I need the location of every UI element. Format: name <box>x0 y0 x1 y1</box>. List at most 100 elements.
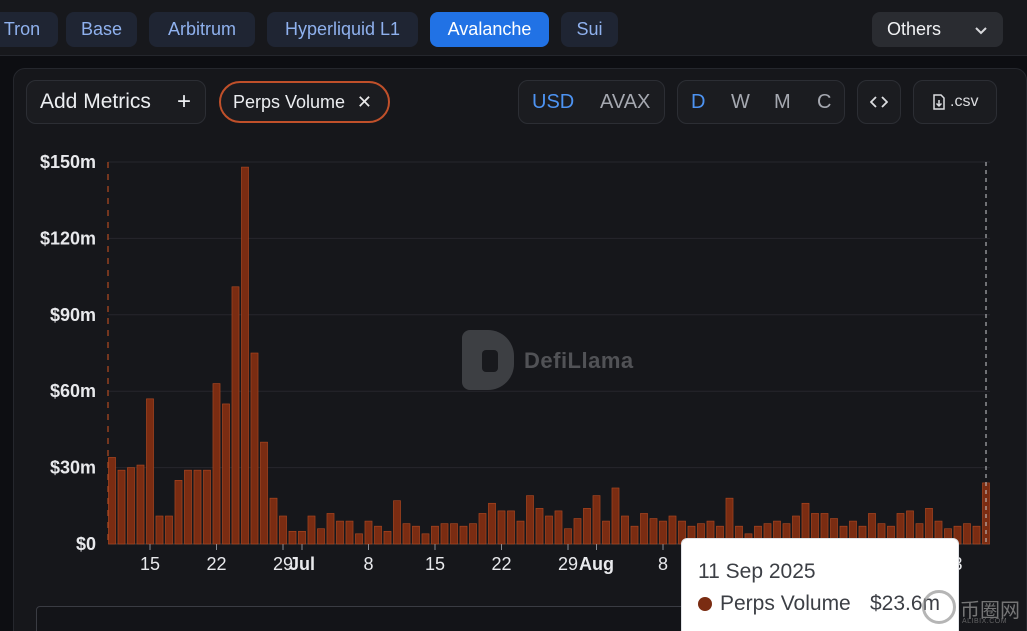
close-icon[interactable]: ✕ <box>356 92 372 112</box>
bar <box>269 497 278 545</box>
chain-tab-tron[interactable]: Tron <box>0 12 58 47</box>
currency-toggle: USD AVAX <box>518 80 665 124</box>
x-tick-label: 8 <box>363 554 373 574</box>
bar <box>203 469 211 545</box>
bar <box>127 467 135 545</box>
bar <box>649 518 658 545</box>
bar <box>478 513 487 545</box>
bar <box>155 515 164 545</box>
bar <box>136 464 145 545</box>
interval-week[interactable]: W <box>731 91 750 113</box>
x-tick-label: 29 <box>273 554 293 574</box>
chain-tab-avalanche[interactable]: Avalanche <box>430 12 549 47</box>
bar <box>516 520 525 545</box>
y-tick-label: $150m <box>40 152 96 172</box>
bar <box>364 520 373 545</box>
csv-download-button[interactable]: .csv <box>913 80 997 124</box>
defillama-watermark: DefiLlama <box>462 330 652 392</box>
download-file-icon <box>932 93 950 110</box>
bar <box>326 513 335 545</box>
interval-cumulative[interactable]: C <box>817 91 832 113</box>
metric-chip-perps-volume[interactable]: Perps Volume ✕ <box>219 81 390 123</box>
bar <box>602 520 610 545</box>
llama-logo-icon <box>462 330 514 390</box>
bar <box>298 530 306 545</box>
code-icon <box>869 93 889 110</box>
bar <box>402 523 411 545</box>
bar <box>497 510 506 545</box>
bar <box>412 525 420 545</box>
bar <box>250 352 259 545</box>
chain-tab-base[interactable]: Base <box>66 12 137 47</box>
bar <box>963 523 971 545</box>
x-tick-label: 15 <box>140 554 160 574</box>
y-tick-label: $0 <box>76 534 96 554</box>
x-tick-label: 29 <box>558 554 578 574</box>
x-tick-label: 8 <box>658 554 668 574</box>
bar <box>222 403 230 545</box>
x-tick-label: 15 <box>425 554 445 574</box>
interval-toggle: D W M C <box>677 80 845 124</box>
chain-tab-sui[interactable]: Sui <box>561 12 618 47</box>
bar <box>174 480 183 545</box>
chevron-down-icon <box>975 12 987 47</box>
bar <box>374 525 382 545</box>
bar <box>459 525 468 545</box>
bar <box>573 518 582 545</box>
bar <box>507 510 515 545</box>
bar <box>212 383 221 545</box>
x-tick-label: 22 <box>206 554 226 574</box>
bar <box>535 508 544 545</box>
others-label: Others <box>887 19 942 39</box>
add-metrics-label: Add Metrics <box>40 90 151 113</box>
bar <box>345 520 354 545</box>
embed-button[interactable] <box>857 80 901 124</box>
bar <box>469 523 477 545</box>
bar <box>383 530 392 545</box>
bar <box>583 508 591 545</box>
bar <box>488 502 496 545</box>
chain-tab-hyperliquid[interactable]: Hyperliquid L1 <box>267 12 418 47</box>
watermark-brand: DefiLlama <box>524 348 634 373</box>
interval-day[interactable]: D <box>691 91 706 113</box>
x-tick-label: Aug <box>579 554 614 574</box>
bar <box>355 533 363 545</box>
range-selector[interactable] <box>36 606 686 631</box>
stamp-subtext: ALIBIX.COM <box>962 618 1008 625</box>
add-metrics-button[interactable]: Add Metrics + <box>26 80 206 124</box>
bar <box>554 510 563 545</box>
others-dropdown[interactable]: Others <box>872 12 1003 47</box>
bar <box>307 515 316 545</box>
bar <box>231 286 240 545</box>
bar <box>108 457 116 545</box>
y-tick-label: $30m <box>50 458 96 478</box>
bar <box>659 520 667 545</box>
bar <box>640 513 648 545</box>
x-tick-label: Jul <box>289 554 315 574</box>
bar <box>668 515 677 545</box>
chain-tab-bar: Tron Base Arbitrum Hyperliquid L1 Avalan… <box>0 0 1027 56</box>
stamp-logo-icon <box>922 590 956 624</box>
bar <box>421 533 430 545</box>
bar <box>279 515 287 545</box>
bar <box>165 515 173 545</box>
interval-month[interactable]: M <box>774 91 791 113</box>
currency-usd[interactable]: USD <box>532 91 575 113</box>
chain-tab-arbitrum[interactable]: Arbitrum <box>149 12 255 47</box>
bar <box>193 469 202 545</box>
x-tick-label: 22 <box>491 554 511 574</box>
y-tick-label: $60m <box>50 381 96 401</box>
bar <box>592 495 601 545</box>
bar <box>317 528 325 545</box>
bar <box>440 523 449 545</box>
bar <box>621 515 629 545</box>
source-stamp: 币圈网 ALIBIX.COM <box>922 590 1022 630</box>
bar <box>431 525 439 545</box>
plus-icon: + <box>176 88 191 115</box>
bar <box>241 166 249 545</box>
bar <box>526 495 534 545</box>
currency-avax[interactable]: AVAX <box>600 91 651 113</box>
bar <box>260 441 268 545</box>
bar <box>117 469 126 545</box>
